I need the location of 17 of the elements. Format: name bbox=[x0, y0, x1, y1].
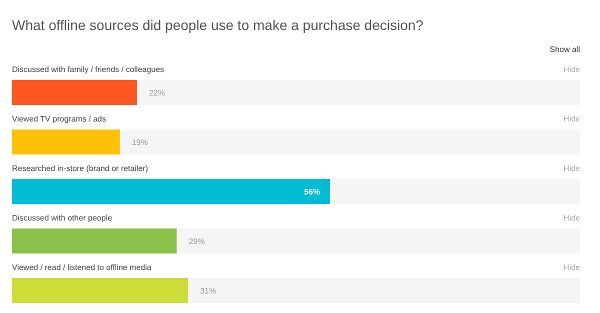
y-tick-label: Viewed TV programs / ads bbox=[12, 114, 106, 124]
data-label: 22% bbox=[148, 88, 165, 98]
annotation: Hide bbox=[564, 65, 581, 74]
y-tick-label: Discussed with family / friends / colleagues bbox=[12, 65, 164, 74]
chart-title: What offline sources did people use to make a purchase decision? bbox=[12, 17, 424, 33]
y-tick-label: Discussed with other people bbox=[12, 214, 113, 222]
y-tick-label: Viewed / read / listened to offline media bbox=[12, 263, 152, 272]
y-tick-label: Researched in-store (brand or retailer) bbox=[12, 164, 148, 173]
annotation: Show all bbox=[550, 45, 580, 54]
data-label: 56% bbox=[304, 188, 320, 196]
data-label: 29% bbox=[188, 237, 205, 246]
data-label: 19% bbox=[132, 138, 148, 147]
data-label: 31% bbox=[200, 286, 216, 296]
annotation: Hide bbox=[564, 164, 581, 173]
annotation: Hide bbox=[564, 214, 581, 222]
annotation: Hide bbox=[564, 114, 581, 124]
annotation: Hide bbox=[564, 263, 581, 272]
